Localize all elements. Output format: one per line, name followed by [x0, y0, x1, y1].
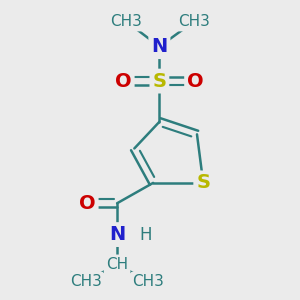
Text: CH3: CH3 — [178, 14, 210, 29]
Text: CH3: CH3 — [70, 274, 102, 289]
Text: O: O — [187, 72, 204, 91]
Text: N: N — [151, 37, 167, 56]
Text: CH3: CH3 — [133, 274, 164, 289]
Text: CH3: CH3 — [111, 14, 142, 29]
Text: H: H — [139, 226, 152, 244]
Text: CH: CH — [106, 257, 128, 272]
Text: O: O — [79, 194, 96, 213]
Text: S: S — [152, 72, 167, 91]
Text: S: S — [196, 173, 210, 192]
Text: N: N — [109, 225, 125, 244]
Text: O: O — [115, 72, 132, 91]
